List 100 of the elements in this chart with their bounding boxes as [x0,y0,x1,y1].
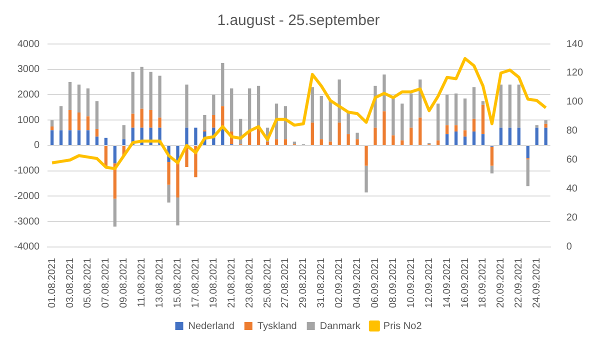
bar [167,184,170,203]
bar [50,126,54,130]
bar [356,132,359,140]
bar [382,74,386,112]
bar [356,139,359,145]
bar [104,138,108,145]
x-tick-label: 12.09.2021 [424,258,435,308]
x-tick-label: 04.09.2021 [352,258,364,308]
y2-tick-label: 60 [566,154,578,166]
y2-tick-label: 140 [566,38,584,50]
x-tick-label: 02.09.2021 [334,258,346,308]
bar [481,134,485,145]
bar [320,139,323,145]
x-tick-label: 14.09.2021 [442,258,453,308]
legend-label: Pris No2 [383,320,422,332]
x-tick-label: 31.08.2021 [316,258,328,308]
bar [446,134,449,145]
x-tick-label: 29.08.2021 [298,258,310,308]
bar [499,128,503,145]
bar [374,128,377,145]
bar [320,96,323,140]
bar [95,101,99,129]
bar [131,114,134,128]
y2-tick-label: 80 [566,126,578,137]
bar [140,108,144,128]
bar [140,66,144,109]
x-tick-label: 10.09.2021 [406,258,417,308]
bar [310,87,314,123]
bar [328,101,332,142]
bar [436,140,440,145]
x-tick-label: 01.08.2021 [46,258,58,308]
x-tick-label: 22.09.2021 [514,258,525,308]
bar [50,120,54,126]
bar [499,84,503,128]
y-tick-label: 2000 [17,89,40,100]
x-tick-label: 08.09.2021 [388,258,399,308]
x-tick-label: 09.08.2021 [118,258,130,308]
bar [292,142,296,144]
bar [392,98,395,136]
x-tick-label: 17.08.2021 [190,258,202,308]
bar [59,106,63,130]
bar [508,128,512,145]
bar [230,88,234,132]
bar [400,104,404,140]
bar [194,128,198,145]
bar [113,198,116,227]
bar [248,88,252,132]
bar [122,139,126,145]
bar [113,146,116,164]
bar [463,136,467,145]
bar [203,115,206,130]
x-tick-label: 20.09.2021 [496,258,507,308]
bar [436,104,440,140]
bar [310,122,314,145]
x-tick-label: 13.08.2021 [154,258,166,308]
bar [382,111,386,145]
y-tick-label: -4000 [14,242,40,253]
bar [95,136,99,145]
y2-tick-label: 120 [566,68,584,79]
bar [410,128,413,145]
bar [338,122,341,145]
bar [59,130,63,145]
y2-tick-label: 0 [566,242,572,253]
bar [185,84,188,128]
x-tick-label: 03.08.2021 [64,258,76,308]
y2-tick-label: 20 [566,212,578,224]
bar [364,166,368,192]
bar [158,76,162,118]
bar [454,132,458,145]
bar [50,130,54,145]
bar [131,72,134,114]
y-tick-label: 1000 [17,114,40,126]
bar [418,118,422,145]
bar [68,130,72,145]
bar [95,128,99,137]
bar [446,94,449,126]
bar [364,146,368,166]
bar [149,72,152,110]
bar [481,104,485,134]
x-tick-label: 11.08.2021 [136,258,148,308]
bar [517,84,520,128]
x-tick-label: 05.08.2021 [82,258,94,308]
bar [463,130,467,137]
x-tick-label: 06.09.2021 [370,258,382,308]
bar [256,128,260,145]
bar [221,63,224,106]
bar [472,118,476,132]
bar [454,93,458,126]
bar [86,88,90,116]
bar [544,120,548,124]
y-tick-label: 4000 [17,38,40,50]
x-tick-label: 25.08.2021 [262,258,274,308]
bar [490,146,494,166]
legend-label: Tyskland [257,320,297,332]
bar [535,128,538,145]
bar [176,197,180,226]
bar [77,130,81,145]
bar [463,98,467,130]
y-tick-label: -3000 [14,216,40,228]
y-tick-label: 3000 [17,64,40,76]
